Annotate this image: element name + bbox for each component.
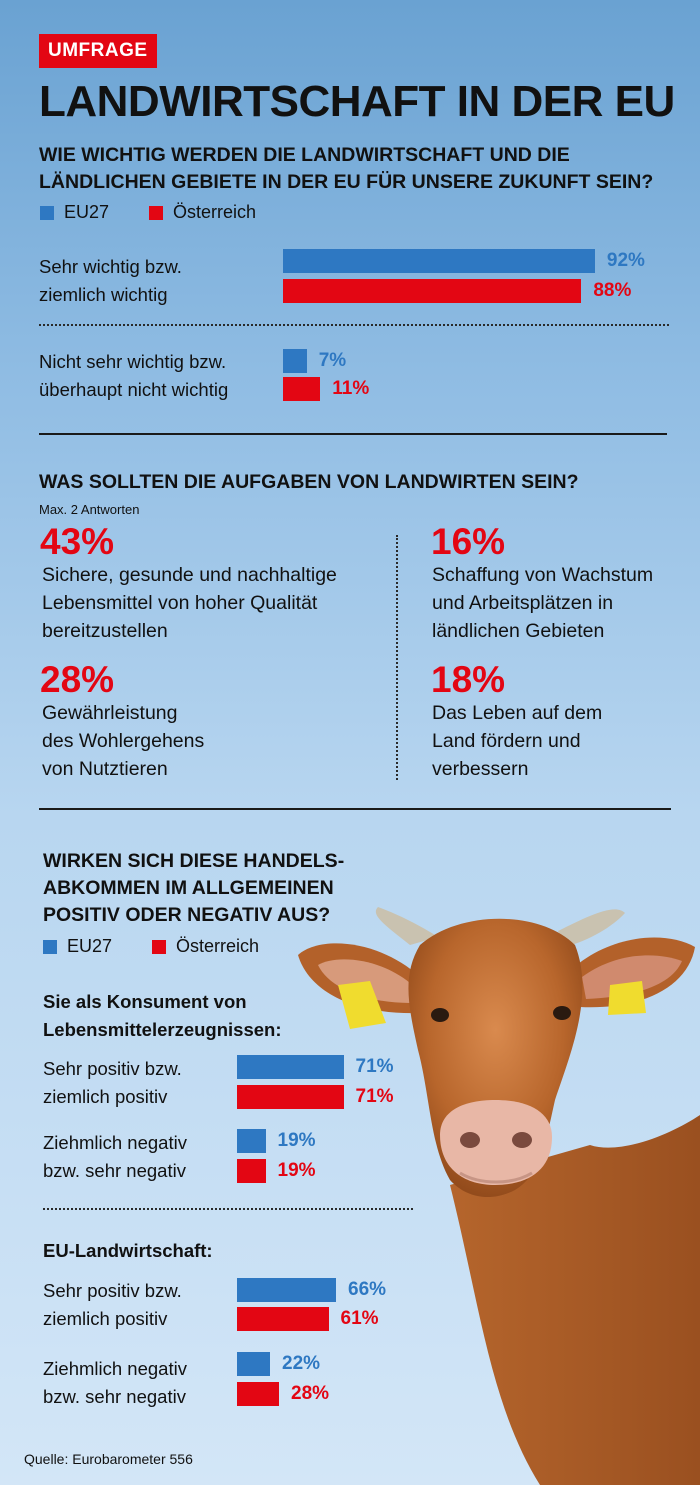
group1-heading-line1: Sie als Konsument von <box>43 991 247 1012</box>
g1-row2-label-line1: Ziehmlich negativ <box>43 1132 187 1153</box>
bar-g2-positive-eu <box>237 1278 336 1302</box>
task-text-2-line2: und Arbeitsplätzen in <box>432 592 614 614</box>
bar-g2-negative-eu <box>237 1352 270 1376</box>
task-text-4-line2: Land fördern und <box>432 730 581 752</box>
legend-item-eu: EU27 <box>40 202 109 223</box>
bar-g1-positive-eu <box>237 1055 344 1079</box>
value-g1-negative-eu: 19% <box>277 1130 316 1151</box>
q1-row2-label-line1: Nicht sehr wichtig bzw. <box>39 351 227 372</box>
g1-row2-label-line2: bzw. sehr negativ <box>43 1160 186 1181</box>
divider-dotted <box>39 324 669 326</box>
g1-row2-label: Ziehmlich negativ bzw. sehr negativ <box>43 1129 187 1185</box>
q3-title: WIRKEN SICH DIESE HANDELS- ABKOMMEN IM A… <box>43 848 344 929</box>
page-title: LANDWIRTSCHAFT IN DER EU <box>39 77 675 126</box>
q1-title-line2: LÄNDLICHEN GEBIETE IN DER EU FÜR UNSERE … <box>39 171 654 193</box>
q1-title-line1: WIE WICHTIG WERDEN DIE LANDWIRTSCHAFT UN… <box>39 144 570 166</box>
g2-row1-label-line1: Sehr positiv bzw. <box>43 1280 182 1301</box>
bar-q1-notimportant-at <box>283 377 321 401</box>
bar-g1-negative-at <box>237 1159 266 1183</box>
group1-heading: Sie als Konsument von Lebensmittelerzeug… <box>43 988 282 1044</box>
bar-g1-positive-at <box>237 1085 344 1109</box>
value-g2-negative-eu: 22% <box>282 1353 321 1374</box>
task-pct-1: 43% <box>40 521 115 562</box>
divider-solid <box>39 433 667 435</box>
q1-row1-label: Sehr wichtig bzw. ziemlich wichtig <box>39 253 182 309</box>
task-text-2-line3: ländlichen Gebieten <box>432 620 605 642</box>
legend-swatch-eu <box>40 205 54 220</box>
g1-row1-label-line2: ziemlich positiv <box>43 1086 168 1107</box>
q1-row1-label-line1: Sehr wichtig bzw. <box>39 256 182 277</box>
task-text-2-line1: Schaffung von Wachstum <box>432 564 654 586</box>
g2-row1-label-line2: ziemlich positiv <box>43 1308 168 1329</box>
task-text-1-line3: bereitzustellen <box>42 620 168 642</box>
bar-q1-notimportant-eu <box>283 349 307 373</box>
divider-dotted-2 <box>43 1208 413 1210</box>
legend2-label-at: Österreich <box>176 936 260 956</box>
task-text-1-line1: Sichere, gesunde und nachhaltige <box>42 564 337 586</box>
q1-row1-label-line2: ziemlich wichtig <box>39 284 168 305</box>
task-pct-4: 18% <box>431 659 506 700</box>
task-text-3-line1: Gewährleistung <box>42 702 178 724</box>
bar-q1-important-at <box>283 279 582 303</box>
q1-title: WIE WICHTIG WERDEN DIE LANDWIRTSCHAFT UN… <box>39 142 653 196</box>
source-note: Quelle: Eurobarometer 556 <box>24 1451 193 1467</box>
g1-row1-label: Sehr positiv bzw. ziemlich positiv <box>43 1055 182 1111</box>
legend-swatch-at <box>149 205 164 220</box>
q2-title: WAS SOLLTEN DIE AUFGABEN VON LANDWIRTEN … <box>39 471 579 493</box>
value-q1-important-eu: 92% <box>606 250 645 271</box>
bar-q1-important-eu <box>283 249 595 273</box>
legend2-label-eu: EU27 <box>67 936 113 956</box>
task-text-1: Sichere, gesunde und nachhaltige Lebensm… <box>42 561 337 645</box>
value-q1-notimportant-eu: 7% <box>318 350 347 371</box>
q2-note: Max. 2 Antworten <box>39 502 140 517</box>
value-g2-positive-at: 61% <box>340 1308 379 1329</box>
g2-row2-label: Ziehmlich negativ bzw. sehr negativ <box>43 1355 187 1411</box>
task-text-3-line2: des Wohlergehens <box>42 730 205 752</box>
task-text-2: Schaffung von Wachstum und Arbeitsplätze… <box>432 561 653 645</box>
bar-g2-negative-at <box>237 1382 279 1406</box>
group2-heading: EU-Landwirtschaft: <box>43 1240 213 1261</box>
g2-row2-label-line1: Ziehmlich negativ <box>43 1358 187 1379</box>
legend-label-at: Österreich <box>173 202 257 222</box>
legend-item-at: Österreich <box>149 202 256 223</box>
g2-row1-label: Sehr positiv bzw. ziemlich positiv <box>43 1277 182 1333</box>
task-text-3-line3: von Nutztieren <box>42 758 168 780</box>
q1-row2-label-line2: überhaupt nicht wichtig <box>39 379 229 400</box>
legend2-swatch-at <box>152 939 167 954</box>
task-text-1-line2: Lebensmittel von hoher Qualität <box>42 592 318 614</box>
task-pct-3: 28% <box>40 659 115 700</box>
divider-vertical-dotted <box>396 535 398 780</box>
q3-title-line3: POSITIV ODER NEGATIV AUS? <box>43 904 331 926</box>
legend2-item-at: Österreich <box>152 936 259 957</box>
bar-g2-positive-at <box>237 1307 329 1331</box>
legend-label-eu: EU27 <box>64 202 110 222</box>
value-g1-positive-at: 71% <box>355 1086 394 1107</box>
q3-title-line1: WIRKEN SICH DIESE HANDELS- <box>43 850 345 872</box>
legend2-swatch-eu <box>43 939 57 954</box>
bar-g1-negative-eu <box>237 1129 266 1153</box>
q1-row2-label: Nicht sehr wichtig bzw. überhaupt nicht … <box>39 348 228 404</box>
value-g1-negative-at: 19% <box>277 1160 316 1181</box>
task-text-4: Das Leben auf dem Land fördern und verbe… <box>432 699 602 783</box>
task-text-4-line1: Das Leben auf dem <box>432 702 603 724</box>
task-text-3: Gewährleistung des Wohlergehens von Nutz… <box>42 699 204 783</box>
legend2-item-eu: EU27 <box>43 936 112 957</box>
q3-title-line2: ABKOMMEN IM ALLGEMEINEN <box>43 877 334 899</box>
task-pct-2: 16% <box>431 521 506 562</box>
g2-row2-label-line2: bzw. sehr negativ <box>43 1386 186 1407</box>
value-g1-positive-eu: 71% <box>355 1056 394 1077</box>
survey-badge: UMFRAGE <box>39 34 157 68</box>
legend-1: EU27 Österreich <box>40 202 296 223</box>
divider-solid-2 <box>39 808 671 810</box>
task-text-4-line3: verbessern <box>432 758 529 780</box>
g1-row1-label-line1: Sehr positiv bzw. <box>43 1058 182 1079</box>
value-q1-important-at: 88% <box>593 280 632 301</box>
value-q1-notimportant-at: 11% <box>332 378 370 399</box>
value-g2-negative-at: 28% <box>291 1383 330 1404</box>
legend-2: EU27 Österreich <box>43 936 299 957</box>
value-g2-positive-eu: 66% <box>348 1279 387 1300</box>
cow-illustration <box>298 907 700 1485</box>
group1-heading-line2: Lebensmittelerzeugnissen: <box>43 1019 282 1040</box>
